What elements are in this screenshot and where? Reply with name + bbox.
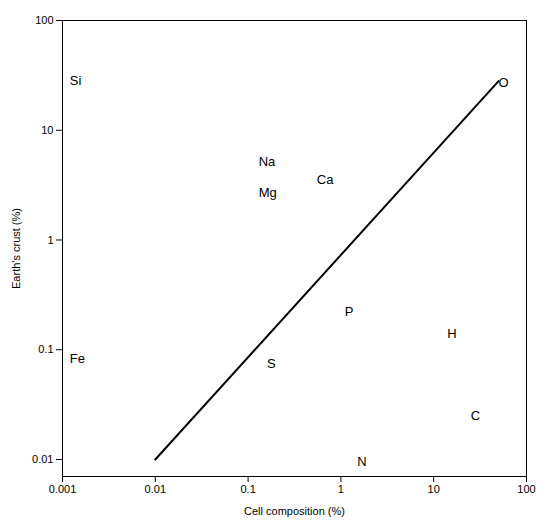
svg-text:Cell composition (%): Cell composition (%) [244,505,345,517]
svg-text:1: 1 [47,234,53,246]
svg-text:P: P [345,304,354,319]
svg-text:0.1: 0.1 [38,343,53,355]
svg-text:S: S [267,356,276,371]
svg-text:0.01: 0.01 [145,483,166,495]
svg-text:100: 100 [35,14,53,26]
svg-text:Na: Na [259,154,276,169]
svg-text:Fe: Fe [70,351,85,366]
svg-text:Ca: Ca [317,172,334,187]
svg-text:Earth's crust (%): Earth's crust (%) [10,208,22,289]
svg-text:0.001: 0.001 [49,483,77,495]
svg-text:Si: Si [70,73,82,88]
svg-text:10: 10 [41,124,53,136]
svg-text:C: C [471,408,480,423]
svg-text:O: O [499,75,509,90]
svg-text:0.01: 0.01 [32,453,53,465]
svg-text:1: 1 [338,483,344,495]
svg-text:N: N [357,454,366,469]
svg-text:H: H [447,326,456,341]
svg-text:0.1: 0.1 [240,483,255,495]
svg-text:Mg: Mg [259,185,277,200]
svg-text:10: 10 [428,483,440,495]
svg-text:100: 100 [517,483,535,495]
